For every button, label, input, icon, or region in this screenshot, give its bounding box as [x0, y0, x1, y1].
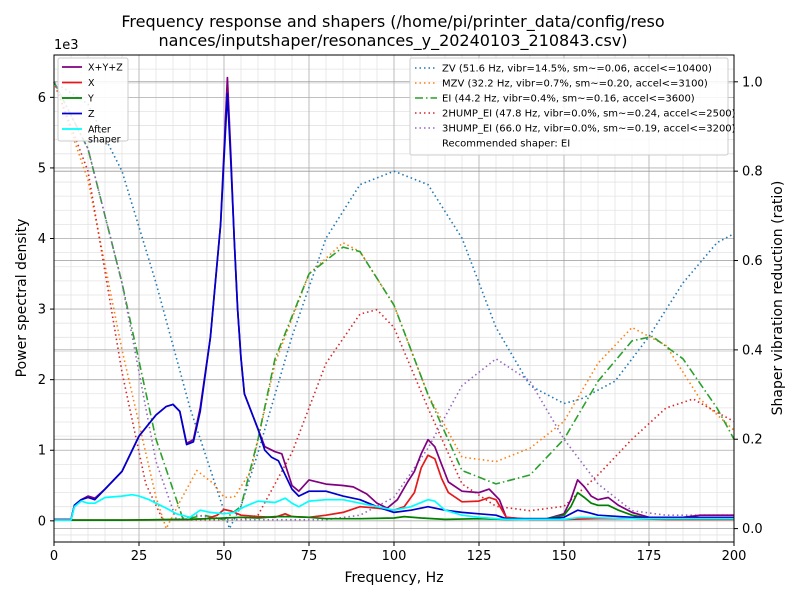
y2-tick-label: 0.8: [742, 165, 763, 180]
y-axis-ticks: 0 1 2 3 4 5 6: [38, 91, 54, 529]
shaper-line-2hump-ei: [53, 81, 735, 521]
y2-tick-label: 0.4: [742, 343, 763, 358]
shaper-line-ei: [53, 81, 735, 521]
psd-legend-label: Z: [88, 109, 95, 120]
shaper-legend-box: [409, 57, 729, 156]
x-tick-label: 50: [216, 549, 233, 564]
psd-legend-label: Y: [87, 94, 94, 105]
y-tick-label: 4: [38, 232, 46, 247]
shaper-legend-label: MZV (32.2 Hz, vibr=0.7%, sm~=0.20, accel…: [442, 79, 708, 90]
psd-legend-label: X: [88, 78, 95, 89]
psd-legend-box: [57, 57, 129, 142]
shaper-legend-label: EI (44.2 Hz, vibr=0.4%, sm~=0.16, accel<…: [442, 94, 695, 105]
chart-title-line-1: Frequency response and shapers (/home/pi…: [121, 12, 664, 32]
y2-axis-label: Shaper vibration reduction (ratio): [770, 181, 786, 416]
x-tick-label: 25: [131, 549, 148, 564]
x-tick-label: 100: [382, 549, 407, 564]
shaper-legend: ZV (51.6 Hz, vibr=14.5%, sm~=0.06, accel…: [409, 57, 736, 156]
psd-line-after-shaper: [54, 493, 734, 521]
shaper-legend-label: 2HUMP_EI (47.8 Hz, vibr=0.0%, sm~=0.24, …: [442, 109, 736, 120]
x-tick-label: 125: [467, 549, 492, 564]
psd-legend-label: After: [88, 125, 111, 136]
x-tick-label: 0: [50, 549, 58, 564]
y-tick-label: 0: [38, 514, 46, 529]
psd-lines: [54, 76, 734, 521]
psd-legend-label: shaper: [88, 135, 121, 146]
y2-tick-label: 0.0: [742, 522, 763, 537]
y-scale-label: 1e3: [54, 38, 79, 53]
shaper-legend-label: ZV (51.6 Hz, vibr=14.5%, sm~=0.06, accel…: [442, 64, 712, 75]
psd-line-y: [54, 491, 734, 521]
x-tick-label: 175: [637, 549, 662, 564]
shaper-lines: [53, 81, 735, 530]
shaper-line-mzv: [53, 81, 735, 530]
y2-axis-ticks: 0.0 0.2 0.4 0.6 0.8 1.0: [734, 75, 763, 537]
y2-tick-label: 0.6: [742, 254, 763, 269]
x-tick-label: 75: [301, 549, 318, 564]
chart-title-line-2: nances/inputshaper/resonances_y_20240103…: [158, 31, 627, 51]
x-tick-label: 200: [722, 549, 747, 564]
recommended-shaper-label: Recommended shaper: EI: [442, 139, 570, 150]
y-tick-label: 5: [38, 161, 46, 176]
psd-line-z: [54, 92, 734, 521]
y-tick-label: 3: [38, 303, 46, 318]
y-tick-label: 2: [38, 373, 46, 388]
shaper-legend-label: 3HUMP_EI (66.0 Hz, vibr=0.0%, sm~=0.19, …: [442, 124, 736, 135]
y-axis-label: Power spectral density: [14, 219, 30, 378]
psd-legend-label: X+Y+Z: [88, 63, 123, 74]
y-tick-label: 1: [38, 444, 46, 459]
x-axis-ticks: 0 25 50 75 100 125 150 175 200: [50, 542, 747, 564]
y2-tick-label: 0.2: [742, 433, 763, 448]
y2-tick-label: 1.0: [742, 75, 763, 90]
y-tick-label: 6: [38, 91, 46, 106]
x-axis-label: Frequency, Hz: [344, 570, 443, 586]
shaper-line-3hump-ei: [53, 81, 734, 521]
x-tick-label: 150: [552, 549, 577, 564]
